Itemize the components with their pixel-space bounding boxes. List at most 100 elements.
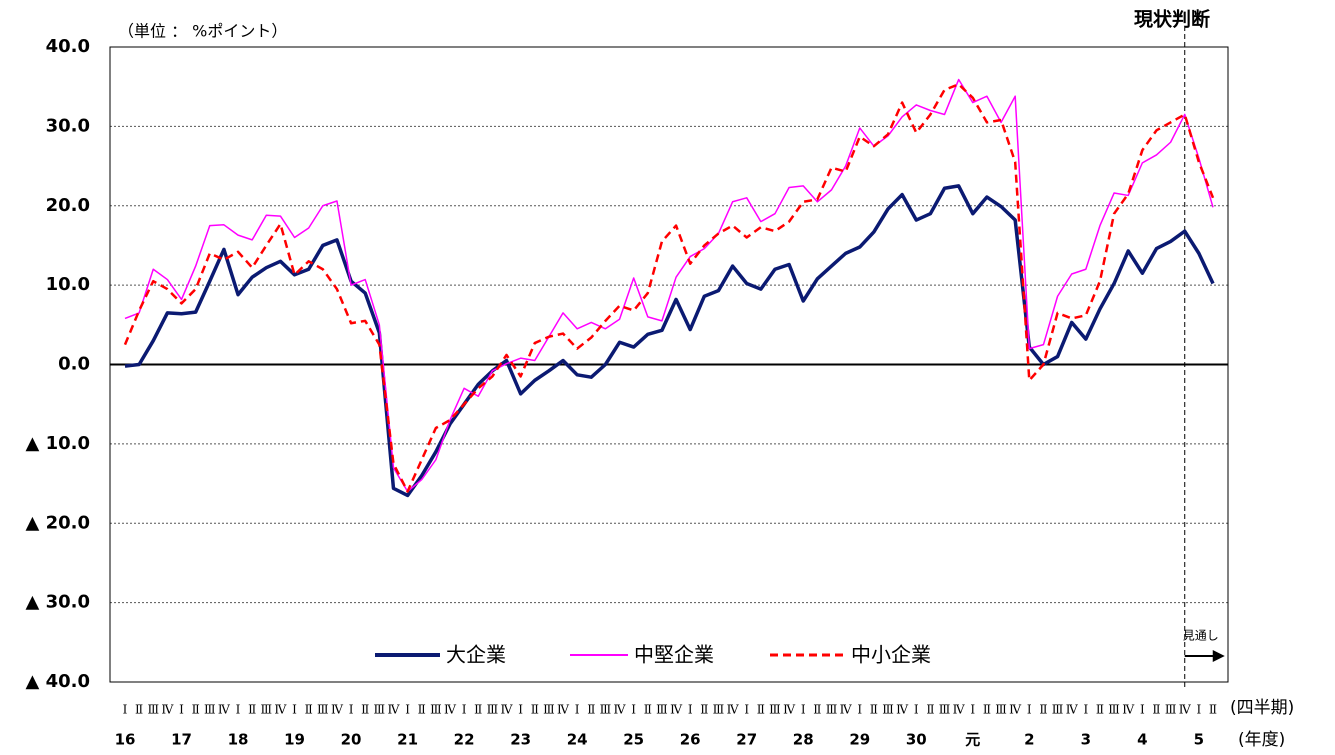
x-tick-label: Ⅲ xyxy=(374,703,386,717)
x-tick-label: Ⅰ xyxy=(179,703,184,717)
x-tick-label: Ⅲ xyxy=(882,703,894,717)
year-label: 3 xyxy=(1081,731,1091,749)
x-tick-label: Ⅲ xyxy=(713,703,725,717)
x-axis-label: (四半期) xyxy=(1230,698,1294,718)
x-tick-label: Ⅰ xyxy=(236,703,241,717)
year-label: 17 xyxy=(171,731,192,749)
x-tick-label: Ⅱ xyxy=(1039,703,1047,717)
series-line xyxy=(124,184,1215,498)
y-axis-label: （単位 ： %ポイント） xyxy=(118,22,287,41)
x-tick-label: Ⅱ xyxy=(870,703,878,717)
x-tick-label: Ⅳ xyxy=(783,703,796,717)
x-tick-label: Ⅱ xyxy=(418,703,426,717)
x-tick-label: Ⅱ xyxy=(305,703,313,717)
x-tick-label: Ⅰ xyxy=(575,703,580,717)
legend-label: 大企業 xyxy=(446,643,506,667)
x-tick-label: Ⅳ xyxy=(501,703,514,717)
year-label: 5 xyxy=(1194,731,1204,749)
x-tick-label: Ⅳ xyxy=(727,703,740,717)
x-tick-label: Ⅳ xyxy=(670,703,683,717)
x-tick-label: Ⅲ xyxy=(147,703,159,717)
x-tick-label: Ⅱ xyxy=(135,703,143,717)
year-label: 23 xyxy=(510,731,531,749)
x-tick-label: Ⅱ xyxy=(1209,703,1217,717)
current-label: 現状判断 xyxy=(1134,8,1210,31)
x-tick-label: Ⅱ xyxy=(983,703,991,717)
x-tick-label: Ⅰ xyxy=(1196,703,1201,717)
x-tick-label: Ⅱ xyxy=(248,703,256,717)
x-tick-label: Ⅰ xyxy=(1083,703,1088,717)
year-label: 16 xyxy=(115,731,136,749)
x-tick-label: Ⅳ xyxy=(218,703,231,717)
y-tick-label: 30.0 xyxy=(46,115,90,136)
year-label: 25 xyxy=(623,731,644,749)
year-label: 21 xyxy=(397,731,418,749)
x-tick-label: Ⅳ xyxy=(331,703,344,717)
x-tick-label: Ⅳ xyxy=(953,703,966,717)
year-label: 4 xyxy=(1137,731,1147,749)
x-tick-label: Ⅱ xyxy=(531,703,539,717)
x-tick-label: Ⅳ xyxy=(274,703,287,717)
x-tick-label: Ⅱ xyxy=(757,703,765,717)
x-tick-label: Ⅲ xyxy=(656,703,668,717)
x-tick-label: Ⅰ xyxy=(1140,703,1145,717)
x-tick-label: Ⅰ xyxy=(349,703,354,717)
y-tick-label: ▲ 20.0 xyxy=(25,512,90,533)
y-tick-label: 20.0 xyxy=(46,195,90,216)
x-tick-label: Ⅰ xyxy=(744,703,749,717)
x-tick-label: Ⅰ xyxy=(631,703,636,717)
forecast-arrowhead xyxy=(1212,650,1225,662)
y-tick-label: 0.0 xyxy=(58,354,90,375)
x-tick-label: Ⅰ xyxy=(857,703,862,717)
x-tick-label: Ⅳ xyxy=(896,703,909,717)
x-tick-label: Ⅲ xyxy=(995,703,1007,717)
plot-frame xyxy=(109,46,1229,683)
y-tick-label: ▲ 10.0 xyxy=(25,433,90,454)
x-tick-label: Ⅱ xyxy=(1152,703,1160,717)
year-label: 22 xyxy=(454,731,475,749)
legend-label: 中堅企業 xyxy=(634,643,714,667)
year-label: 29 xyxy=(849,731,870,749)
legend-label: 中小企業 xyxy=(851,643,931,667)
year-label: 27 xyxy=(736,731,757,749)
x-tick-label: Ⅲ xyxy=(939,703,951,717)
x-tick-label: Ⅰ xyxy=(914,703,919,717)
x-tick-label: Ⅱ xyxy=(926,703,934,717)
forecast-label: 見通し xyxy=(1183,629,1219,643)
year-label: 2 xyxy=(1024,731,1034,749)
x-tick-label: Ⅳ xyxy=(840,703,853,717)
x-tick-label: Ⅰ xyxy=(518,703,523,717)
x-tick-label: Ⅱ xyxy=(813,703,821,717)
x-tick-label: Ⅱ xyxy=(700,703,708,717)
x-tick-label: Ⅱ xyxy=(587,703,595,717)
y-tick-label: 40.0 xyxy=(46,36,90,57)
x-tick-label: Ⅲ xyxy=(317,703,329,717)
x-tick-label: Ⅳ xyxy=(444,703,457,717)
year-label: 24 xyxy=(567,731,588,749)
x-tick-label: Ⅰ xyxy=(123,703,128,717)
x-tick-label: Ⅱ xyxy=(361,703,369,717)
year-label: 元 xyxy=(965,731,980,749)
x-tick-label: Ⅱ xyxy=(644,703,652,717)
year-label: 19 xyxy=(284,731,305,749)
x-tick-label: Ⅱ xyxy=(1096,703,1104,717)
y-tick-label: ▲ 40.0 xyxy=(25,671,90,692)
x-tick-label: Ⅱ xyxy=(474,703,482,717)
year-label: 20 xyxy=(341,731,362,749)
series-line xyxy=(123,83,1215,493)
x-tick-label: Ⅰ xyxy=(292,703,297,717)
x-tick-label: Ⅲ xyxy=(261,703,273,717)
x-tick-label: Ⅰ xyxy=(405,703,410,717)
x-tick-label: Ⅳ xyxy=(1122,703,1135,717)
x-tick-label: Ⅲ xyxy=(769,703,781,717)
year-label: 18 xyxy=(228,731,249,749)
x-tick-label: Ⅲ xyxy=(1108,703,1120,717)
x-tick-label: Ⅰ xyxy=(801,703,806,717)
y-tick-label: 10.0 xyxy=(46,274,90,295)
x-tick-label: Ⅳ xyxy=(1009,703,1022,717)
x-tick-label: Ⅳ xyxy=(387,703,400,717)
x-tick-label: Ⅳ xyxy=(1066,703,1079,717)
year-label: 30 xyxy=(906,731,927,749)
x-tick-label: Ⅲ xyxy=(826,703,838,717)
